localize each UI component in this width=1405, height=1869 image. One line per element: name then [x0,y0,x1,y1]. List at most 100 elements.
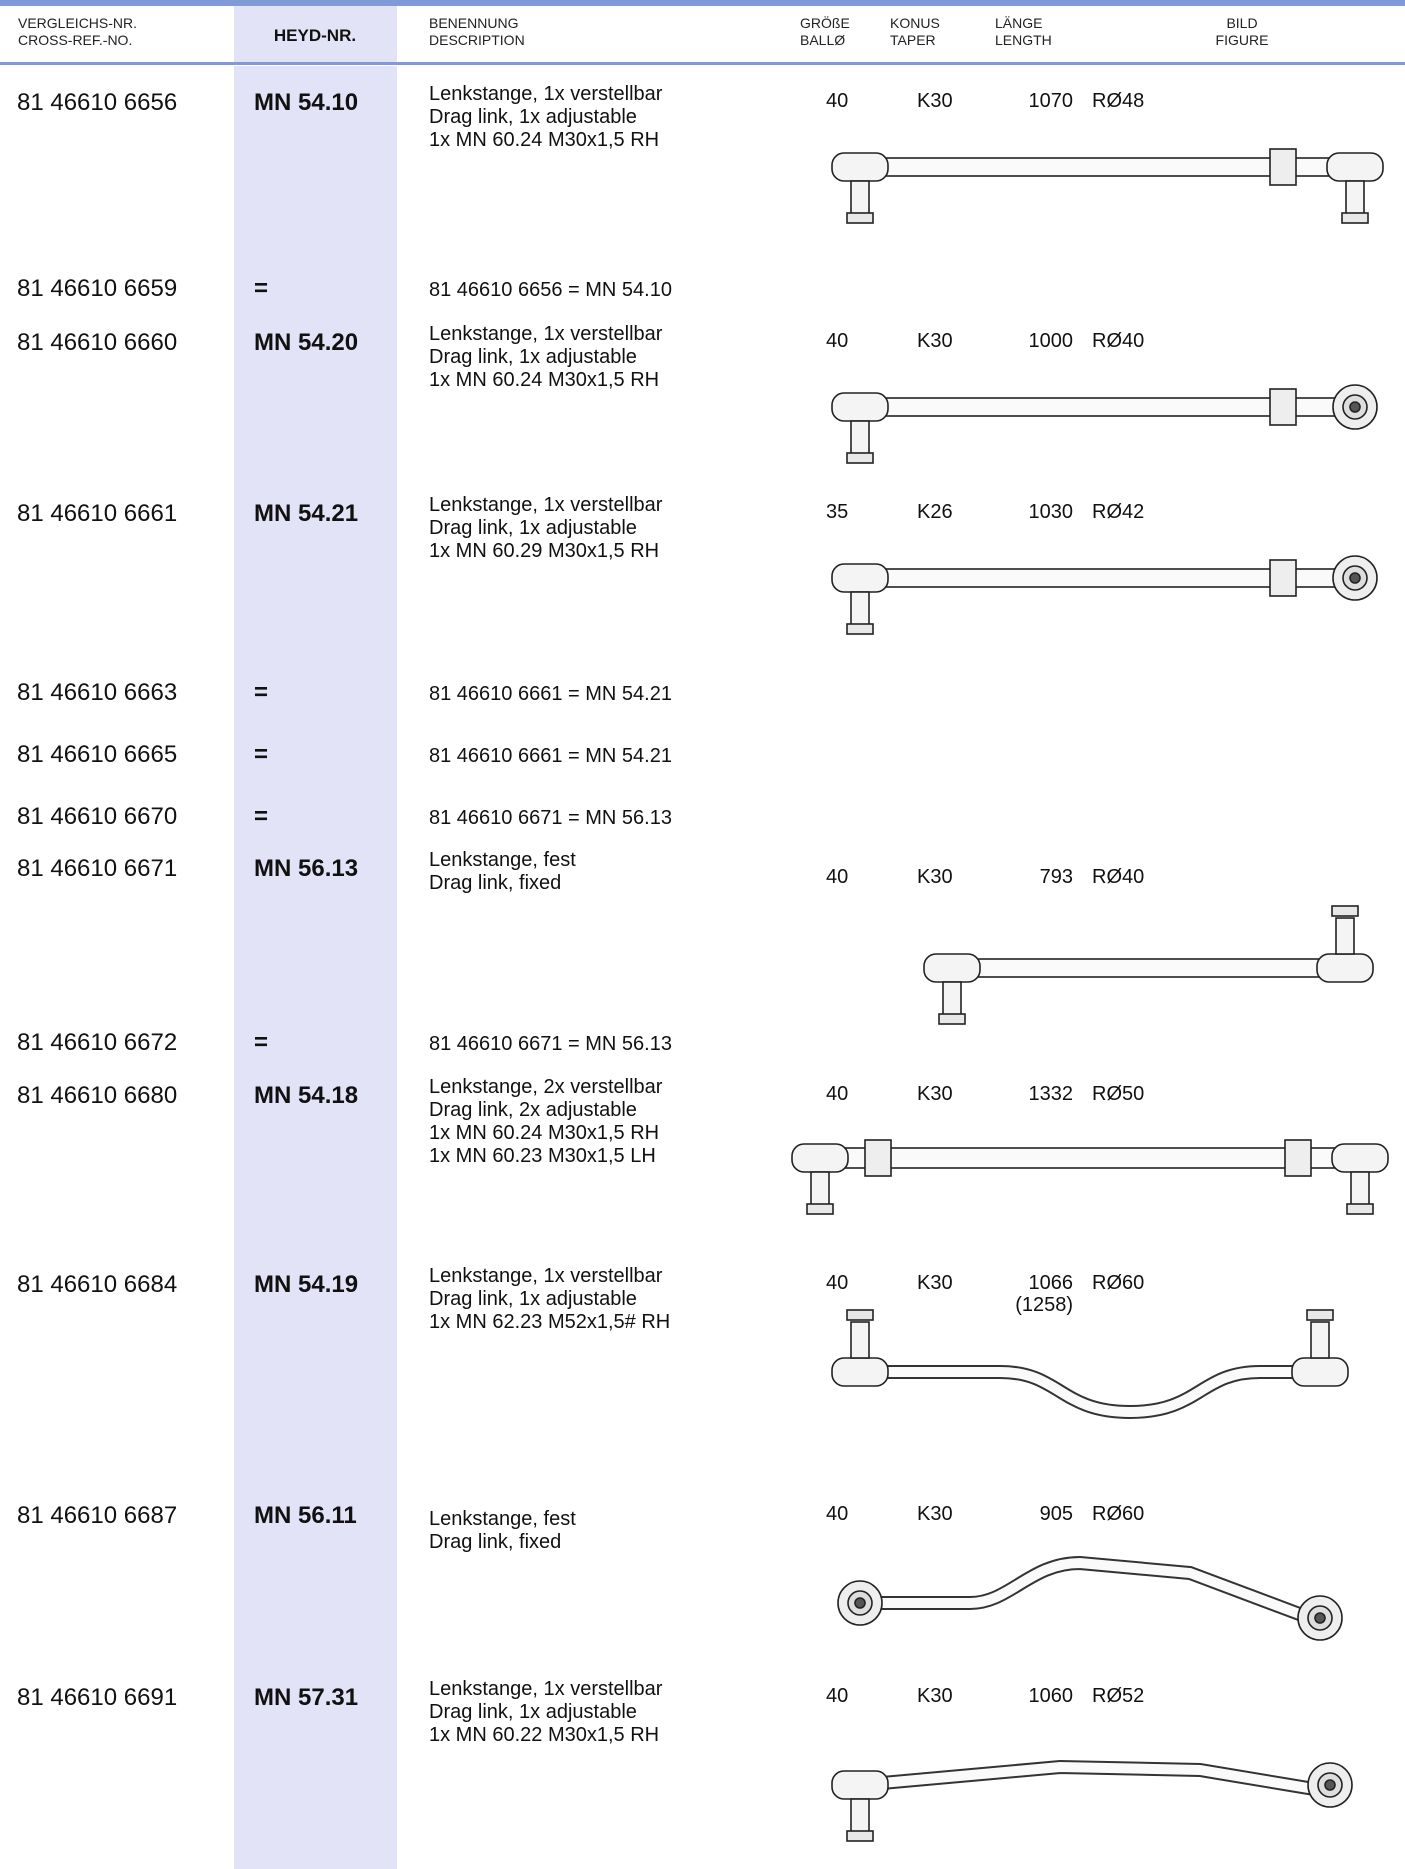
cross-ref-number: 81 46610 6680 [17,1082,178,1109]
heyd-number: = [254,741,269,768]
figure-part [850,1321,870,1359]
figure-part [831,563,889,593]
description-line: 1x MN 60.29 M30x1,5 RH [429,540,660,562]
length: 1060 [1028,1685,1074,1707]
ball-size: 35 [826,501,849,523]
taper: K26 [917,501,953,523]
figure-part [879,568,1336,588]
heyd-header-band [234,6,397,62]
figure-part [831,1357,889,1387]
description-line: 1x MN 60.22 M30x1,5 RH [429,1724,660,1746]
description-line: Lenkstange, fest [429,1508,576,1530]
figure-part [1350,1171,1370,1209]
description-line: 81 46610 6656 = MN 54.10 [429,279,672,301]
taper: K30 [917,330,953,352]
figure-part [831,152,889,182]
header-cross-ref: VERGLEICHS-NR. [18,15,138,31]
figure-part [879,157,1336,177]
cross-ref-number: 81 46610 6672 [17,1029,178,1056]
description-line: Drag link, fixed [429,1531,562,1553]
description-line: Drag link, 1x adjustable [429,106,637,128]
figure-part [1345,180,1365,218]
length: 793 [1039,866,1073,888]
figure-part [1269,388,1297,426]
description-line: Lenkstange, 1x verstellbar [429,83,663,105]
description-line: 1x MN 60.24 M30x1,5 RH [429,369,660,391]
heyd-column-band [234,66,397,1869]
heyd-number: MN 54.21 [254,500,359,527]
figure-part [846,623,874,635]
figure-part [846,212,874,224]
header-cross-ref: CROSS-REF.-NO. [18,32,133,48]
figure-part [1324,1779,1336,1791]
figure-part [846,1830,874,1842]
length: 1070 [1028,90,1074,112]
cross-ref-number: 81 46610 6663 [17,679,178,706]
figure-part [854,1597,866,1609]
heyd-number: MN 54.20 [254,329,359,356]
figure-part [1316,953,1374,983]
figure-part [864,1139,892,1177]
description-line: Drag link, 1x adjustable [429,517,637,539]
figure-part [1331,905,1359,917]
heyd-number: = [254,679,269,706]
cross-ref-number: 81 46610 6670 [17,803,178,830]
description-line: Lenkstange, 1x verstellbar [429,494,663,516]
rod-diameter: RØ48 [1092,90,1145,112]
description-line: Drag link, fixed [429,872,562,894]
rod-diameter: RØ40 [1092,330,1145,352]
heyd-number: MN 54.10 [254,89,359,116]
figure-part [831,1770,889,1800]
description-line: 81 46610 6671 = MN 56.13 [429,1033,672,1055]
length: (1258) [1015,1294,1073,1316]
figure-part [971,958,1326,978]
figure-part [831,392,889,422]
header-figure: BILD [1226,15,1258,31]
header-length: LENGTH [995,32,1052,48]
header-length: LÄNGE [995,15,1043,31]
header-rule [0,62,1405,65]
rod-diameter: RØ52 [1092,1685,1145,1707]
figure-part [850,1798,870,1836]
figure-part [1284,1139,1312,1177]
description-line: Drag link, 1x adjustable [429,1701,637,1723]
taper: K30 [917,1272,953,1294]
rod-diameter: RØ40 [1092,866,1145,888]
cross-ref-number: 81 46610 6665 [17,741,178,768]
figure-part [846,452,874,464]
heyd-number: = [254,803,269,830]
ball-size: 40 [826,90,849,112]
ball-size: 40 [826,1685,849,1707]
length: 1332 [1028,1083,1074,1105]
figure-part [860,1367,1320,1418]
figure-part [1331,1143,1389,1173]
figure-part [1269,148,1297,186]
length: 1030 [1028,501,1074,523]
figure-part [791,1143,849,1173]
taper: K30 [917,1083,953,1105]
ball-size: 40 [826,1083,849,1105]
taper: K30 [917,90,953,112]
description-line: Lenkstange, 2x verstellbar [429,1076,663,1098]
figure-part [839,1147,1341,1169]
figure-part [1335,917,1355,955]
taper: K30 [917,1503,953,1525]
header-description: BENENNUNG [429,15,519,31]
header-size: BALLØ [800,32,846,48]
heyd-number: = [254,275,269,302]
rod-diameter: RØ60 [1092,1503,1145,1525]
figure-part [1291,1357,1349,1387]
ball-size: 40 [826,1503,849,1525]
length: 905 [1039,1503,1073,1525]
ball-size: 40 [826,1272,849,1294]
figure-part [1314,1612,1326,1624]
figure-part [923,953,981,983]
header-heyd: HEYD-NR. [273,26,357,45]
description-line: Lenkstange, 1x verstellbar [429,1678,663,1700]
heyd-number: = [254,1029,269,1056]
figure-part [810,1171,830,1209]
figure-part [806,1203,834,1215]
figure-part [850,420,870,458]
